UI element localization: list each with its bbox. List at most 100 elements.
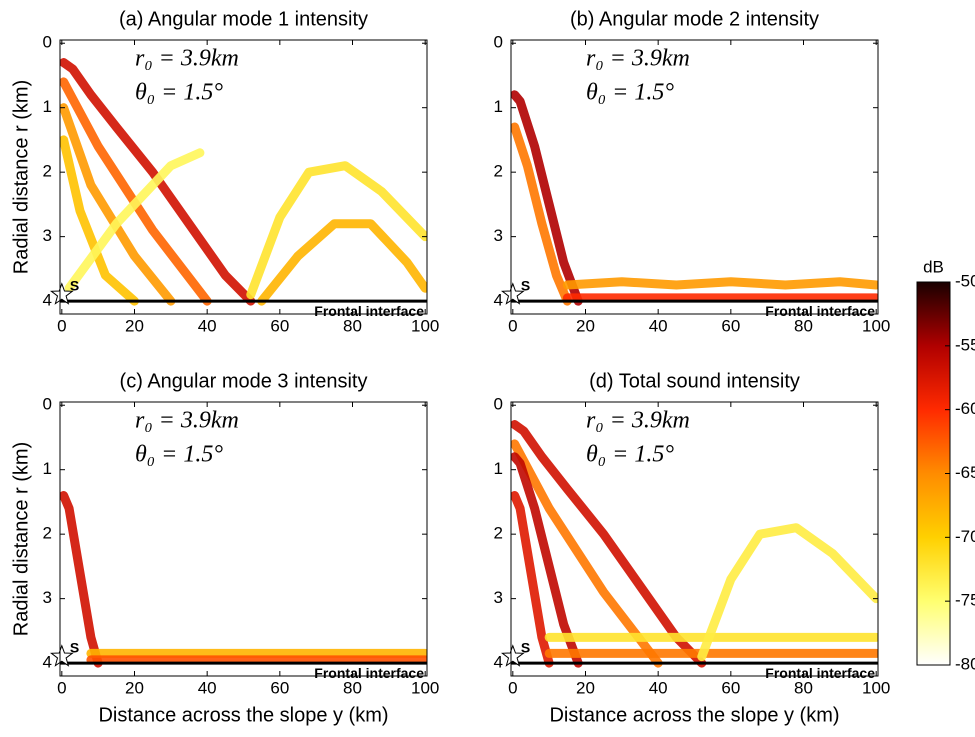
- intensity-beam: [511, 420, 707, 668]
- heatmap: [60, 490, 427, 668]
- source-marker: [50, 644, 74, 667]
- intensity-beam: [60, 58, 256, 306]
- interface-label: Frontal interface: [314, 665, 424, 681]
- x-tick-label: 80: [343, 678, 362, 697]
- x-tick-label: 0: [508, 316, 517, 335]
- y-tick-label: 0: [43, 33, 52, 52]
- plot-frame: [510, 39, 879, 315]
- source-label: S: [521, 277, 530, 293]
- y-tick-label: 3: [494, 588, 503, 607]
- intensity-beam: [511, 452, 583, 668]
- intensity-beam: [60, 135, 139, 306]
- panel-title: (c) Angular mode 3 intensity: [120, 370, 368, 392]
- x-axis-label: Distance across the slope y (km): [549, 704, 839, 726]
- intensity-beam: [246, 161, 427, 300]
- panel-title: (d) Total sound intensity: [589, 370, 800, 392]
- plot-frame: [59, 401, 428, 677]
- y-tick-label: 4: [494, 653, 503, 672]
- y-tick-label: 2: [43, 162, 52, 181]
- plot-area: [511, 40, 878, 314]
- annotation: θ₀ = 1.5°: [586, 80, 674, 106]
- y-axis-label: Radial distance r (km): [10, 80, 32, 275]
- y-tick-label: 2: [43, 524, 52, 543]
- heatmap: [511, 420, 878, 668]
- x-tick-label: 20: [576, 316, 595, 335]
- source-label: S: [70, 277, 79, 293]
- intensity-beam: [562, 277, 878, 290]
- y-tick-label: 4: [494, 291, 503, 310]
- y-tick-label: 1: [494, 97, 503, 116]
- intensity-beam: [64, 148, 205, 293]
- x-tick-label: 20: [125, 678, 144, 697]
- interface-label: Frontal interface: [314, 303, 424, 319]
- y-tick-label: 0: [494, 33, 503, 52]
- annotation: r₀ = 3.9km: [586, 408, 690, 434]
- colorbar-tick-label: -60: [955, 399, 975, 418]
- plot-area: [60, 402, 427, 676]
- x-tick-label: 40: [649, 678, 668, 697]
- source-marker: [501, 644, 525, 667]
- y-tick-label: 3: [43, 588, 52, 607]
- colorbar-tick-label: -65: [955, 463, 975, 482]
- heatmap: [60, 58, 427, 306]
- annotation: r₀ = 3.9km: [135, 408, 239, 434]
- x-axis-label: Distance across the slope y (km): [98, 704, 388, 726]
- x-tick-label: 80: [343, 316, 362, 335]
- intensity-beam: [511, 90, 583, 306]
- x-tick-label: 40: [649, 316, 668, 335]
- source-marker: [50, 282, 74, 305]
- annotation: θ₀ = 1.5°: [135, 442, 223, 468]
- intensity-beam: [60, 103, 176, 306]
- x-tick-label: 80: [794, 678, 813, 697]
- x-tick-label: 0: [57, 678, 66, 697]
- source-label: S: [70, 639, 79, 655]
- x-tick-label: 60: [721, 678, 740, 697]
- colorbar: [916, 281, 951, 666]
- interface-label: Frontal interface: [765, 665, 875, 681]
- x-tick-label: 60: [270, 678, 289, 697]
- x-tick-label: 0: [57, 316, 66, 335]
- intensity-beam: [60, 77, 212, 306]
- x-tick-label: 60: [721, 316, 740, 335]
- y-tick-label: 0: [494, 395, 503, 414]
- intensity-beam: [511, 122, 572, 306]
- x-tick-label: 0: [508, 678, 517, 697]
- panel-title: (a) Angular mode 1 intensity: [119, 8, 368, 30]
- colorbar-tick-label: -50: [955, 271, 975, 290]
- intensity-beam: [697, 523, 878, 662]
- y-tick-label: 2: [494, 162, 503, 181]
- x-tick-label: 100: [411, 316, 439, 335]
- plot-frame: [510, 401, 879, 677]
- annotation: θ₀ = 1.5°: [135, 80, 223, 106]
- annotation: θ₀ = 1.5°: [586, 442, 674, 468]
- x-tick-label: 80: [794, 316, 813, 335]
- heatmap: [511, 90, 878, 306]
- x-tick-label: 100: [862, 678, 890, 697]
- annotation: r₀ = 3.9km: [586, 46, 690, 72]
- colorbar-tick-label: -80: [955, 654, 975, 673]
- interface-label: Frontal interface: [765, 303, 875, 319]
- intensity-beam: [257, 219, 427, 306]
- y-tick-label: 3: [43, 226, 52, 245]
- y-tick-label: 4: [43, 653, 52, 672]
- intensity-beam: [511, 490, 554, 668]
- y-axis-label: Radial distance r (km): [10, 442, 32, 637]
- x-tick-label: 40: [198, 678, 217, 697]
- x-tick-label: 20: [576, 678, 595, 697]
- annotation: r₀ = 3.9km: [135, 46, 239, 72]
- intensity-beam: [60, 490, 103, 668]
- panel-title: (b) Angular mode 2 intensity: [570, 8, 819, 30]
- colorbar-tick-label: -70: [955, 527, 975, 546]
- colorbar-tick-label: -55: [955, 335, 975, 354]
- y-tick-label: 3: [494, 226, 503, 245]
- colorbar-label: dB: [923, 257, 944, 276]
- source-marker: [501, 282, 525, 305]
- y-tick-label: 1: [494, 459, 503, 478]
- y-tick-label: 2: [494, 524, 503, 543]
- x-tick-label: 100: [411, 678, 439, 697]
- y-tick-label: 1: [43, 97, 52, 116]
- x-tick-label: 100: [862, 316, 890, 335]
- x-tick-label: 40: [198, 316, 217, 335]
- y-tick-label: 4: [43, 291, 52, 310]
